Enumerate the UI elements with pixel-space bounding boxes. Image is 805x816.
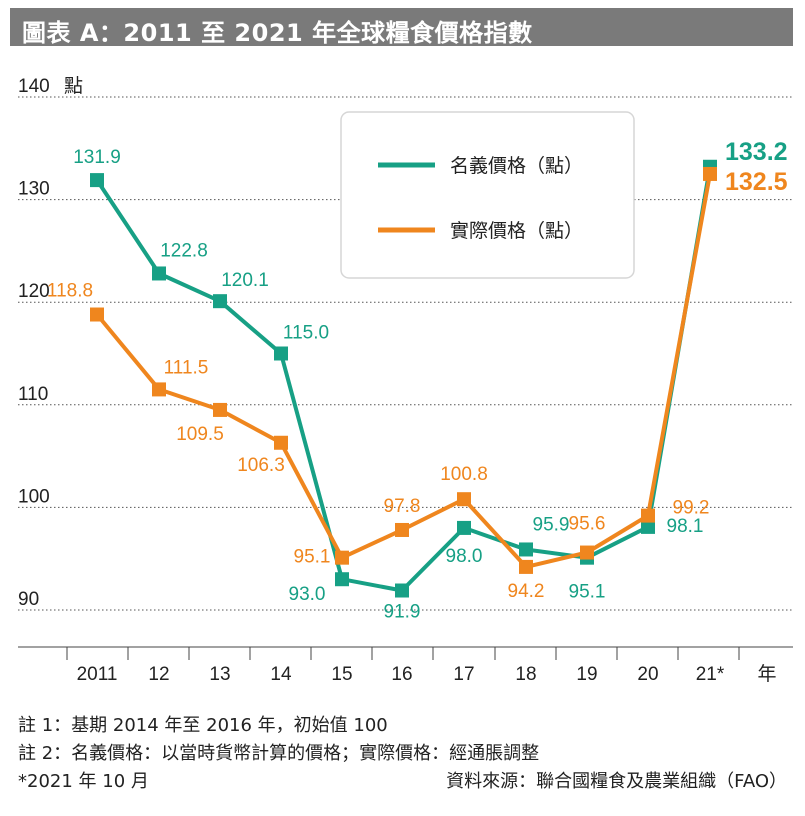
source-note: 資料來源：聯合國糧食及農業組織（FAO） [446,771,787,792]
y-tick-label: 120 [18,281,50,302]
data-label-final-nominal: 133.2 [725,138,788,166]
data-label-real: 99.2 [673,498,710,519]
data-point-real [213,402,227,417]
data-label-nominal: 131.9 [73,147,121,168]
data-point-real [335,550,349,565]
legend-label-nominal: 名義價格（點） [450,155,583,177]
data-point-real [457,492,471,507]
data-label-real: 94.2 [508,581,545,602]
data-point-real [395,522,409,537]
data-label-nominal: 91.9 [384,602,421,623]
data-point-nominal [641,519,655,534]
data-label-real: 111.5 [164,357,209,378]
data-label-real: 106.3 [237,455,285,476]
x-tick-label: 13 [209,664,230,685]
data-label-real: 95.1 [294,547,331,568]
data-point-nominal [519,542,533,557]
x-tick-label: 20 [637,664,658,685]
data-label-nominal: 95.9 [533,514,570,535]
data-point-real [703,166,717,181]
data-label-real: 97.8 [384,496,421,517]
y-tick-label: 110 [18,384,48,405]
x-tick-label: 19 [576,664,597,685]
data-label-nominal: 120.1 [221,270,269,291]
note-1: 註 1：基期 2014 年至 2016 年，初始值 100 [18,715,388,736]
chart-title: 圖表 A：2011 至 2021 年全球糧食價格指數 [22,19,533,47]
x-tick-label: 14 [270,664,292,685]
data-point-nominal [213,294,227,309]
data-point-real [274,435,288,450]
data-point-real [152,382,166,397]
data-point-nominal [457,520,471,535]
data-point-real [519,559,533,574]
x-tick-label: 15 [331,664,352,685]
data-label-nominal: 122.8 [160,240,208,261]
data-point-nominal [335,572,349,587]
data-label-nominal: 98.0 [446,546,483,567]
data-label-nominal: 95.1 [569,582,606,603]
data-label-real: 95.6 [569,514,606,535]
line-chart: 140 130 120 110 100 90 點 2011 12 13 14 15 16 17 18 19 20… [18,75,793,685]
data-label-nominal: 115.0 [283,323,329,344]
y-tick-label: 140 [18,76,50,97]
data-point-real [580,545,594,560]
title-bar: 圖表 A：2011 至 2021 年全球糧食價格指數 [10,8,793,47]
x-tick-label: 18 [515,664,536,685]
y-tick-label: 100 [18,486,50,507]
y-tick-label: 90 [18,589,39,610]
x-tick-label: 2011 [77,664,118,685]
data-point-nominal [395,583,409,598]
note-3: *2021 年 10 月 [18,771,149,792]
data-point-nominal [152,266,166,281]
data-label-real: 100.8 [440,464,488,485]
data-label-real: 109.5 [176,424,224,445]
note-2: 註 2：名義價格：以當時貨幣計算的價格；實際價格：經通脹調整 [18,743,540,764]
x-axis-label: 年 [757,663,776,685]
data-point-real [641,508,655,523]
legend-label-real: 實際價格（點） [450,220,583,242]
data-label-real: 118.8 [47,281,93,302]
data-label-nominal: 93.0 [289,584,326,605]
data-point-nominal [90,173,104,188]
x-tick-label: 12 [148,664,169,685]
data-point-real [90,307,104,322]
legend-box [340,111,635,279]
data-point-nominal [274,346,288,361]
data-label-final-real: 132.5 [725,168,788,196]
x-tick-label: 21* [696,664,725,685]
y-axis-label: 點 [64,75,83,97]
x-tick-label: 16 [391,664,412,685]
x-tick-label: 17 [453,664,474,685]
data-label-nominal: 98.1 [667,516,704,537]
y-tick-label: 130 [18,179,50,200]
